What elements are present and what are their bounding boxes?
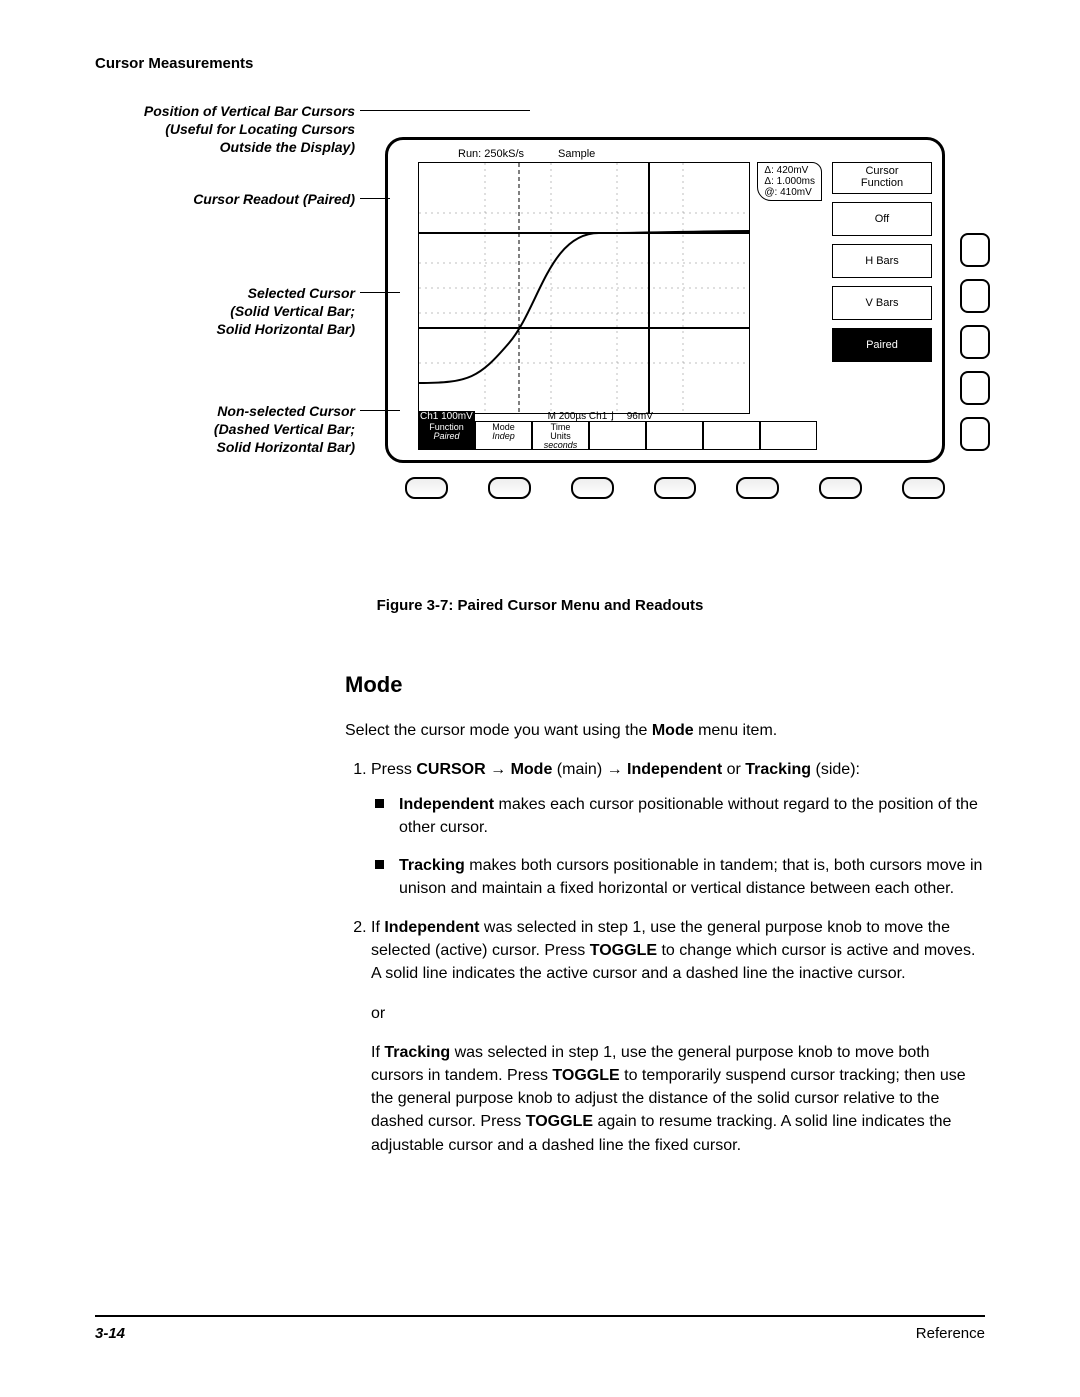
bezel-button[interactable] bbox=[960, 279, 990, 313]
bezel-button[interactable] bbox=[960, 417, 990, 451]
page-number: 3-14 bbox=[95, 1325, 125, 1342]
bezel-button[interactable] bbox=[960, 325, 990, 359]
bezel-button[interactable] bbox=[488, 477, 531, 499]
bottom-function[interactable]: Function Paired bbox=[418, 421, 475, 450]
oscilloscope: Run: 250kS/s Sample bbox=[385, 137, 945, 499]
cursor-readout: Δ: 420mV Δ: 1.000ms @: 410mV bbox=[757, 162, 822, 201]
footer: 3-14 Reference bbox=[95, 1315, 985, 1342]
bullet-tracking: Tracking makes both cursors positionable… bbox=[399, 854, 985, 900]
bottom-empty[interactable] bbox=[646, 421, 703, 450]
bezel-button[interactable] bbox=[405, 477, 448, 499]
bezel-button[interactable] bbox=[654, 477, 697, 499]
bottom-empty[interactable] bbox=[589, 421, 646, 450]
page-header: Cursor Measurements bbox=[95, 55, 985, 72]
step-1: Press CURSOR → Mode (main) → Independent… bbox=[371, 758, 985, 900]
figure-caption: Figure 3-7: Paired Cursor Menu and Reado… bbox=[95, 597, 985, 614]
footer-ref: Reference bbox=[916, 1325, 985, 1342]
annotation-position: Position of Vertical Bar Cursors (Useful… bbox=[95, 102, 355, 157]
section-heading: Mode bbox=[345, 669, 985, 701]
bezel-button[interactable] bbox=[819, 477, 862, 499]
step-2: If Independent was selected in step 1, u… bbox=[371, 916, 985, 1157]
bezel-button[interactable] bbox=[736, 477, 779, 499]
bottom-time-units[interactable]: Time Units seconds bbox=[532, 421, 589, 450]
side-paired[interactable]: Paired bbox=[832, 328, 932, 362]
bottom-empty[interactable] bbox=[703, 421, 760, 450]
bezel-button[interactable] bbox=[902, 477, 945, 499]
side-off[interactable]: Off bbox=[832, 202, 932, 236]
or-text: or bbox=[371, 1002, 985, 1025]
bottom-bezel-buttons bbox=[405, 477, 945, 499]
waveform-grid bbox=[418, 162, 750, 414]
bezel-button[interactable] bbox=[960, 233, 990, 267]
side-vbars[interactable]: V Bars bbox=[832, 286, 932, 320]
annotation-readout: Cursor Readout (Paired) bbox=[95, 190, 355, 208]
run-status: Run: 250kS/s bbox=[458, 148, 524, 160]
annotation-selected: Selected Cursor (Solid Vertical Bar; Sol… bbox=[95, 284, 355, 339]
bottom-empty[interactable] bbox=[760, 421, 817, 450]
side-menu-header: Cursor Function bbox=[832, 162, 932, 194]
sample-status: Sample bbox=[558, 148, 595, 160]
side-hbars[interactable]: H Bars bbox=[832, 244, 932, 278]
annotation-nonselected: Non-selected Cursor (Dashed Vertical Bar… bbox=[95, 402, 355, 457]
figure-container: Position of Vertical Bar Cursors (Useful… bbox=[95, 102, 985, 572]
side-menu: Cursor Function Off H Bars V Bars Paired bbox=[832, 162, 932, 362]
bezel-button[interactable] bbox=[571, 477, 614, 499]
bullet-independent: Independent makes each cursor positionab… bbox=[399, 793, 985, 839]
bezel-button[interactable] bbox=[960, 371, 990, 405]
intro-para: Select the cursor mode you want using th… bbox=[345, 719, 985, 742]
bottom-menu: Function Paired Mode Indep Time Units se… bbox=[418, 421, 817, 450]
body-text: Mode Select the cursor mode you want usi… bbox=[345, 669, 985, 1157]
side-bezel-buttons bbox=[960, 233, 990, 451]
bottom-mode[interactable]: Mode Indep bbox=[475, 421, 532, 450]
